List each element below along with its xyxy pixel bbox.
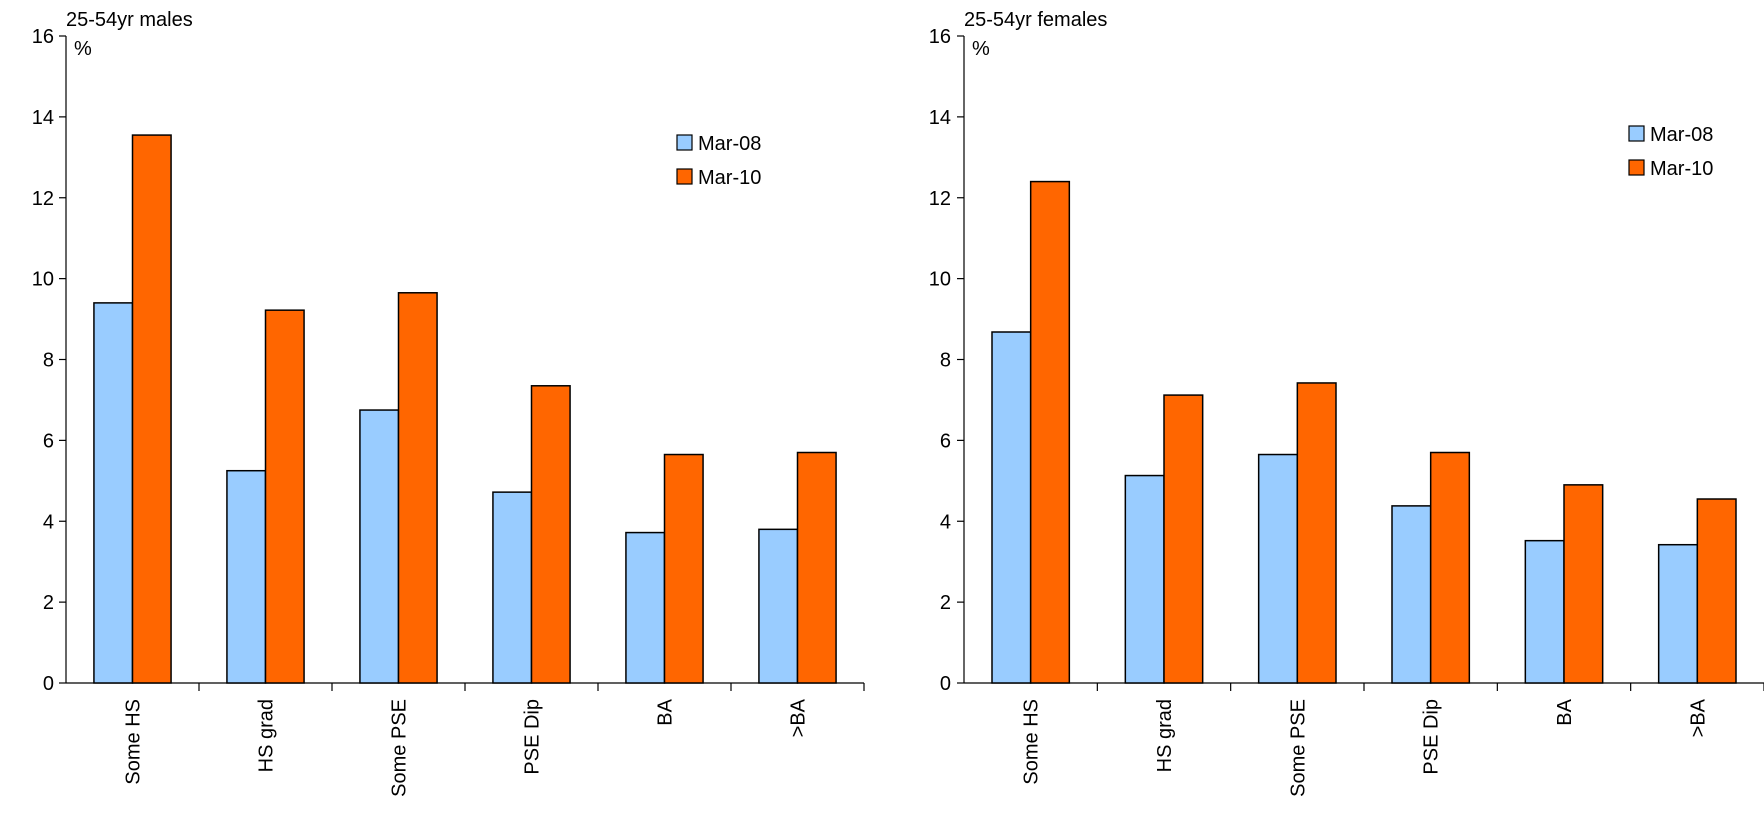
bar-mar-08--ba: [758, 528, 799, 684]
x-category-label: Some PSE: [1287, 699, 1309, 797]
y-tick-label: 2: [940, 592, 951, 614]
legend-label: Mar-08: [698, 133, 761, 155]
y-tick-label: 12: [32, 188, 54, 210]
y-tick-label: 16: [929, 26, 951, 48]
x-category-label: Some HS: [1021, 699, 1043, 785]
x-category-label: Some HS: [123, 699, 145, 785]
bar-mar-08-some-pse: [359, 409, 400, 684]
y-tick-label: 16: [32, 26, 54, 48]
bar-mar-08-pse-dip: [1391, 505, 1432, 684]
legend-swatch: [676, 134, 693, 151]
y-axis-unit-label: %: [74, 38, 92, 60]
y-tick-label: 2: [43, 592, 54, 614]
y-tick-label: 14: [929, 107, 951, 129]
y-tick-label: 14: [32, 107, 54, 129]
bar-mar-08-some-hs: [991, 331, 1032, 684]
x-category-label: PSE Dip: [522, 699, 544, 775]
y-tick-label: 8: [940, 350, 951, 372]
chart-panel-males: 25-54yr males % 0 2 4 6 8 10 12 14 16 Some HS HS g…: [32, 9, 865, 797]
bar-mar-10-hs-grad: [1163, 394, 1204, 684]
bar-mar-08-ba: [1524, 539, 1565, 684]
bar-mar-08--ba: [1657, 543, 1699, 684]
legend-label: Mar-10: [698, 167, 761, 189]
y-tick-label: 4: [43, 511, 54, 533]
bar-mar-10-ba: [1563, 484, 1604, 684]
bar-mar-10-pse-dip: [1429, 451, 1471, 684]
y-tick-label: 10: [929, 269, 951, 291]
x-category-label: HS grad: [1154, 699, 1176, 772]
bar-mar-10-some-pse: [1296, 382, 1337, 684]
chart-panel-females: 25-54yr females % 0 2 4 6 8 10 12 14 16 Some HS HS…: [929, 9, 1764, 797]
y-tick-label: 8: [43, 350, 54, 372]
x-category-label: Some PSE: [389, 699, 411, 797]
y-tick-label: 6: [43, 430, 54, 452]
bar-mar-08-hs-grad: [226, 469, 267, 684]
x-category-label: PSE Dip: [1421, 699, 1443, 775]
y-tick-label: 6: [940, 430, 951, 452]
legend-swatch: [1628, 125, 1645, 142]
y-tick-label: 4: [940, 511, 951, 533]
x-category-label: BA: [1554, 698, 1576, 725]
y-tick-label: 10: [32, 269, 54, 291]
bar-mar-10--ba: [796, 451, 837, 684]
x-category-label: HS grad: [256, 699, 278, 772]
bar-mar-08-hs-grad: [1124, 474, 1165, 684]
bar-mar-08-pse-dip: [492, 491, 533, 684]
y-tick-label: 12: [929, 188, 951, 210]
bar-mar-10--ba: [1696, 498, 1737, 684]
y-tick-label: 0: [43, 673, 54, 695]
x-category-label: >BA: [1687, 698, 1709, 737]
chart-title: 25-54yr females: [964, 9, 1107, 31]
x-category-label: >BA: [788, 698, 810, 737]
legend-swatch: [676, 168, 693, 185]
bar-mar-08-some-pse: [1257, 453, 1299, 684]
bar-mar-10-some-hs: [131, 134, 172, 684]
bar-mar-10-ba: [663, 453, 704, 684]
chart-title: 25-54yr males: [66, 9, 193, 31]
legend-label: Mar-08: [1650, 124, 1713, 146]
bar-mar-08-some-hs: [93, 302, 134, 684]
x-category-label: BA: [655, 698, 677, 725]
y-axis-unit-label: %: [972, 38, 990, 60]
y-tick-label: 0: [940, 673, 951, 695]
legend-swatch: [1628, 159, 1645, 176]
bar-mar-10-some-pse: [397, 292, 438, 684]
bar-mar-10-pse-dip: [530, 385, 571, 684]
legend-label: Mar-10: [1650, 158, 1713, 180]
bar-mar-08-ba: [625, 531, 666, 684]
bar-mar-10-hs-grad: [264, 309, 305, 684]
bar-mar-10-some-hs: [1029, 180, 1071, 684]
